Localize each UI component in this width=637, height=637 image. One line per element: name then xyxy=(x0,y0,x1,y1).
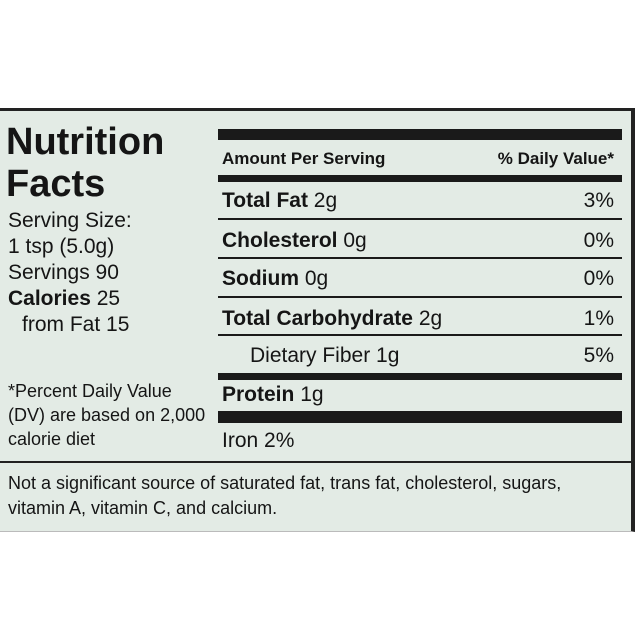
row-rule xyxy=(218,257,622,259)
daily-value: 3% xyxy=(583,189,614,212)
nutrient-row: Total Fat 2g 3% xyxy=(222,189,614,213)
daily-value: 5% xyxy=(583,344,614,367)
row-rule xyxy=(218,334,622,336)
nutrient-name: Iron xyxy=(222,429,259,452)
nutrient-name: Dietary Fiber xyxy=(250,344,371,367)
nutrient-amount: 2g xyxy=(313,189,338,212)
nutrient-row: Sodium 0g 0% xyxy=(222,267,614,291)
nutrient-amount: 1g xyxy=(376,344,400,367)
nutrient-row: Iron 2% xyxy=(222,429,614,453)
daily-value: 0% xyxy=(583,267,614,290)
nutrient-name: Cholesterol xyxy=(222,229,338,252)
from-fat: from Fat 15 xyxy=(22,313,130,336)
header-dv: % Daily Value* xyxy=(497,149,614,168)
nutrient-amount: 2g xyxy=(418,307,443,330)
nutrient-name: Total Carbohydrate xyxy=(222,307,413,330)
nutrient-amount: 2% xyxy=(264,429,295,452)
nutrient-name: Protein xyxy=(222,383,295,406)
row-rule xyxy=(218,373,622,380)
daily-value: 0% xyxy=(583,229,614,252)
nutrient-name: Total Fat xyxy=(222,189,308,212)
calories: Calories 25 xyxy=(8,287,120,311)
nutrition-label: Nutrition Facts Serving Size: 1 tsp (5.0… xyxy=(0,108,635,532)
row-rule xyxy=(218,218,622,220)
header-rule xyxy=(218,175,622,182)
nutrient-amount: 1g xyxy=(300,383,324,406)
nutrient-row: Total Carbohydrate 2g 1% xyxy=(222,307,614,331)
row-rule xyxy=(218,411,622,423)
nutrient-row: Dietary Fiber 1g 5% xyxy=(222,344,614,368)
nutrient-amount: 0g xyxy=(343,229,367,252)
divider xyxy=(0,461,631,463)
nutrient-amount: 0g xyxy=(304,267,329,290)
footnote: *Percent Daily Value (DV) are based on 2… xyxy=(8,381,206,449)
row-rule xyxy=(218,296,622,298)
calories-label: Calories xyxy=(8,287,91,310)
calories-value: 25 xyxy=(96,287,121,310)
serving-size: 1 tsp (5.0g) xyxy=(8,235,115,258)
servings: Servings 90 xyxy=(8,261,119,284)
nutrient-row: Protein 1g xyxy=(222,383,614,407)
daily-value: 1% xyxy=(583,307,614,330)
serving-size-label: Serving Size: xyxy=(8,209,132,232)
title: Nutrition Facts xyxy=(6,121,165,205)
note: Not a significant source of saturated fa… xyxy=(8,473,562,518)
header-amount: Amount Per Serving xyxy=(222,149,386,168)
thick-rule xyxy=(218,129,622,140)
nutrient-name: Sodium xyxy=(222,267,299,290)
nutrient-row: Cholesterol 0g 0% xyxy=(222,229,614,253)
table-header: Amount Per Serving % Daily Value* xyxy=(222,149,614,169)
